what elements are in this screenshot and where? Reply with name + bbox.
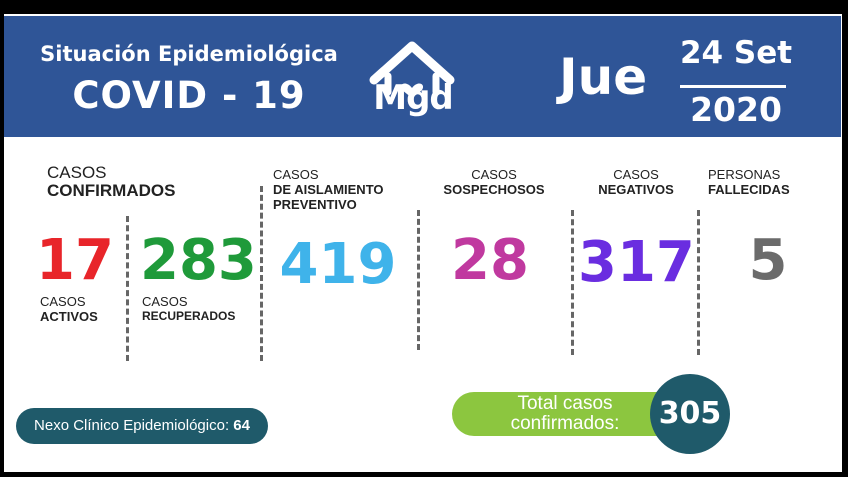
fallecidas-label: PERSONAS FALLECIDAS (708, 167, 790, 197)
fallecidas-value: 5 (748, 228, 788, 293)
header-date-day-month: 24 Set (679, 35, 793, 71)
divider-2 (260, 186, 263, 361)
header-day: Jue (559, 48, 648, 106)
negativos-label: CASOS NEGATIVOS (598, 167, 674, 197)
total-confirmados-value: 305 (650, 374, 730, 454)
nexo-clinico-label: Nexo Clínico Epidemiológico: (34, 417, 230, 434)
recuperados-value: 283 (140, 228, 257, 293)
header-subtitle: COVID - 19 (72, 74, 306, 117)
negativos-value: 317 (578, 230, 695, 295)
activos-value: 17 (36, 228, 114, 293)
confirmados-label: CASOS CONFIRMADOS (47, 163, 176, 200)
house-logo-icon (369, 41, 455, 98)
logo-text: Mgd (373, 78, 454, 118)
nexo-clinico-pill: Nexo Clínico Epidemiológico: 64 (16, 408, 268, 444)
nexo-clinico-value: 64 (233, 417, 250, 434)
divider-4 (571, 210, 574, 355)
total-confirmados-pill (452, 392, 682, 436)
header-banner: Situación Epidemiológica COVID - 19 Mgd … (4, 16, 841, 137)
header-date-year: 2020 (690, 90, 782, 129)
divider-5 (697, 210, 700, 355)
header-title: Situación Epidemiológica (40, 42, 338, 66)
activos-label: CASOS ACTIVOS (40, 294, 98, 324)
total-confirmados-label: Total casos confirmados: (510, 393, 620, 434)
divider-3 (417, 210, 420, 350)
aislamiento-label: CASOS DE AISLAMIENTO PREVENTIVO (273, 167, 384, 212)
sospechosos-value: 28 (451, 228, 529, 293)
sospechosos-label: CASOS SOSPECHOSOS (443, 167, 545, 197)
divider-1 (126, 216, 129, 361)
date-divider (680, 85, 786, 88)
aislamiento-value: 419 (279, 232, 397, 297)
recuperados-label: CASOS RECUPERADOS (142, 294, 236, 323)
